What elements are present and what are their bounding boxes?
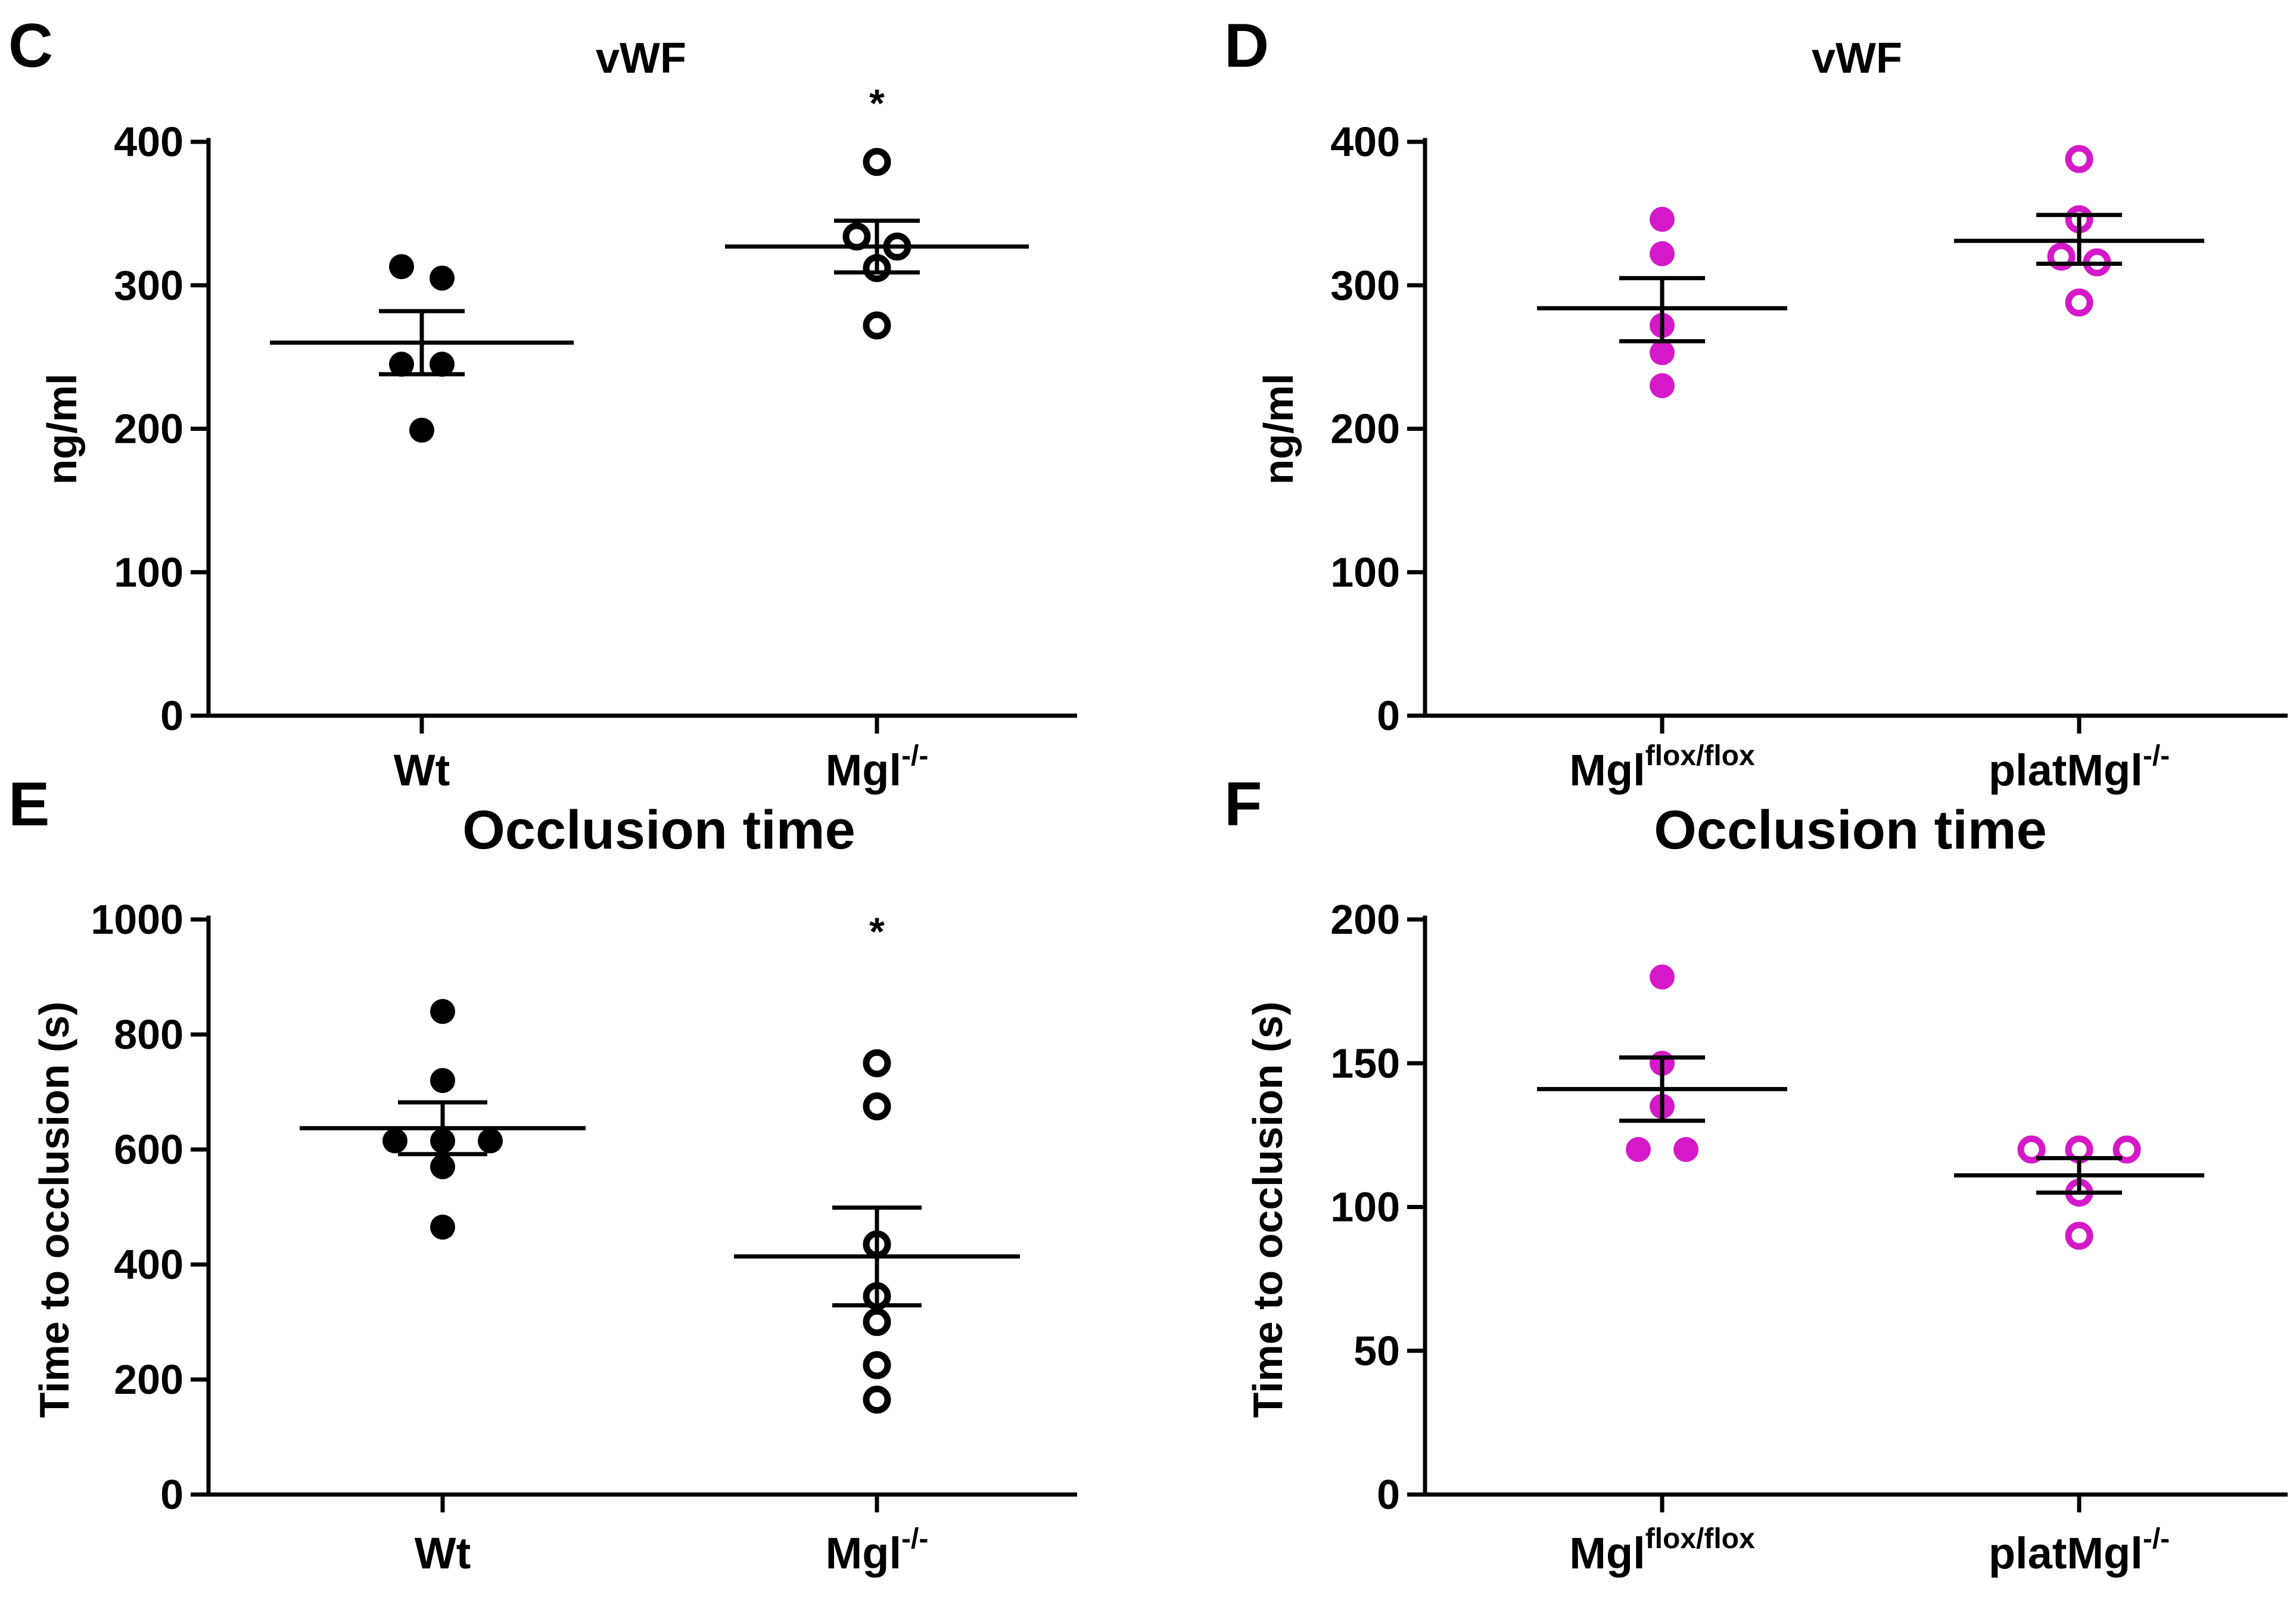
category-label: Mglflox/flox	[1569, 1523, 1755, 1578]
data-point	[430, 1214, 455, 1240]
data-point	[2047, 243, 2076, 271]
data-point	[863, 311, 891, 340]
panel-letter: D	[1224, 11, 1269, 80]
y-tick-label: 100	[1330, 549, 1400, 595]
y-tick-label: 0	[1377, 1471, 1400, 1518]
data-point	[863, 1308, 891, 1336]
panel-letter: C	[8, 11, 53, 80]
y-tick-label: 1000	[91, 896, 183, 943]
panel-e: E Occlusion time Time to occlusion (s) W…	[8, 770, 1077, 1578]
significance-marker: *	[869, 81, 885, 125]
chart-title: Occlusion time	[1654, 800, 2047, 860]
y-tick-label: 0	[160, 692, 183, 739]
y-tick-label: 200	[1330, 406, 1400, 452]
data-point	[2017, 1135, 2046, 1164]
category-label: Mgl-/-	[826, 1523, 929, 1578]
data-point	[1650, 373, 1675, 399]
y-tick-label: 0	[1377, 692, 1400, 739]
category-label: Mglflox/flox	[1569, 740, 1755, 795]
data-point	[1673, 1137, 1698, 1162]
data-point	[863, 1049, 891, 1077]
data-point	[430, 265, 455, 291]
y-tick-label: 0	[160, 1471, 183, 1518]
y-tick-label: 300	[114, 262, 183, 309]
data-point	[2065, 288, 2093, 317]
y-tick-label: 200	[1330, 896, 1400, 943]
data-point	[863, 1092, 891, 1121]
category-label: Mgl-/-	[826, 740, 929, 795]
data-point	[863, 1351, 891, 1380]
y-tick-label: 100	[1330, 1184, 1400, 1231]
data-point	[1626, 1137, 1651, 1162]
category-label: Wt	[415, 1528, 471, 1578]
data-point	[409, 417, 434, 443]
data-point	[430, 999, 455, 1024]
data-point	[1650, 207, 1675, 232]
panel-d: D vWF ng/ml Mglflox/flox platMgl-/- 0 100…	[1224, 11, 2288, 795]
y-axis-label: ng/ml	[1255, 374, 1302, 485]
category-label: platMgl-/-	[1989, 740, 2170, 795]
data-point	[842, 222, 871, 251]
y-tick-label: 100	[114, 549, 183, 595]
panel-c: C vWF ng/ml Wt Mgl-/- 0 100 200 300 400 *	[8, 11, 1077, 795]
data-point	[1650, 241, 1675, 266]
data-point	[2113, 1135, 2141, 1164]
panel-letter: F	[1224, 770, 1262, 839]
data-point	[389, 254, 414, 279]
y-tick-label: 400	[1330, 119, 1400, 165]
y-tick-label: 200	[114, 406, 183, 452]
data-point	[1650, 964, 1675, 990]
data-point	[2065, 1222, 2093, 1250]
y-axis-label: ng/ml	[39, 374, 85, 485]
data-point	[478, 1128, 503, 1154]
data-point	[863, 1385, 891, 1414]
panel-f: F Occlusion time Time to occlusion (s) M…	[1224, 770, 2288, 1578]
data-point	[863, 148, 891, 176]
y-axis-label: Time to occlusion (s)	[31, 1002, 77, 1418]
panel-letter: E	[8, 770, 49, 839]
significance-marker: *	[869, 909, 885, 953]
data-point	[389, 352, 414, 377]
y-tick-label: 400	[114, 1241, 183, 1288]
y-tick-label: 600	[114, 1126, 183, 1173]
data-point	[382, 1128, 407, 1154]
chart-title: vWF	[1812, 35, 1902, 82]
category-label: platMgl-/-	[1989, 1523, 2170, 1578]
chart-title: Occlusion time	[462, 800, 855, 860]
y-tick-label: 50	[1354, 1328, 1400, 1374]
y-axis-label: Time to occlusion (s)	[1245, 1002, 1291, 1418]
y-tick-label: 800	[114, 1011, 183, 1058]
category-label: Wt	[394, 745, 450, 795]
data-point	[430, 1154, 455, 1179]
y-tick-label: 400	[114, 119, 183, 165]
data-point	[430, 352, 455, 377]
y-tick-label: 150	[1330, 1040, 1400, 1086]
y-tick-label: 200	[114, 1356, 183, 1403]
y-tick-label: 300	[1330, 262, 1400, 309]
data-point	[430, 1068, 455, 1093]
data-point	[2065, 145, 2093, 173]
chart-title: vWF	[596, 35, 686, 82]
data-point	[1650, 340, 1675, 365]
